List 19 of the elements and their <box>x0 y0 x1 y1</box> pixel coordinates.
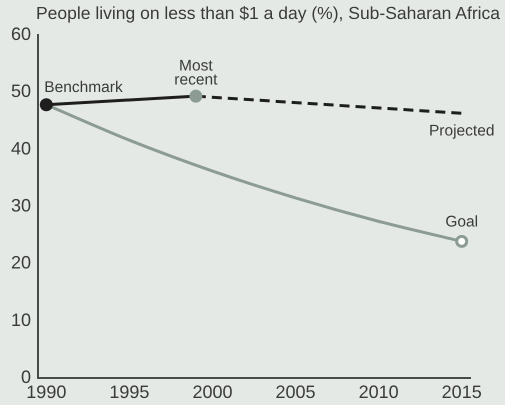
x-tick-label: 2005 <box>276 382 316 402</box>
series-label: Benchmark <box>44 79 123 96</box>
y-tick-label: 10 <box>10 310 31 330</box>
point <box>40 98 53 112</box>
annotation: Most recent <box>174 57 218 88</box>
x-tick-label: 2000 <box>192 382 232 402</box>
series-label: Projected <box>428 122 494 140</box>
y-tick-label: 40 <box>10 138 31 158</box>
chart-title: People living on less than $1 a day (%), Sub-Saharan Africa <box>36 3 500 24</box>
x-tick-label: 2015 <box>442 382 482 402</box>
x-tick-label: 2010 <box>358 382 399 402</box>
y-tick-label: 30 <box>10 195 31 216</box>
series-label: Goal <box>445 214 478 231</box>
x-tick-label: 1995 <box>109 382 150 402</box>
y-tick-label: 50 <box>10 81 31 102</box>
point <box>455 234 468 248</box>
y-tick-label: 60 <box>10 24 31 44</box>
point <box>189 90 202 103</box>
y-tick-label: 20 <box>10 252 31 273</box>
